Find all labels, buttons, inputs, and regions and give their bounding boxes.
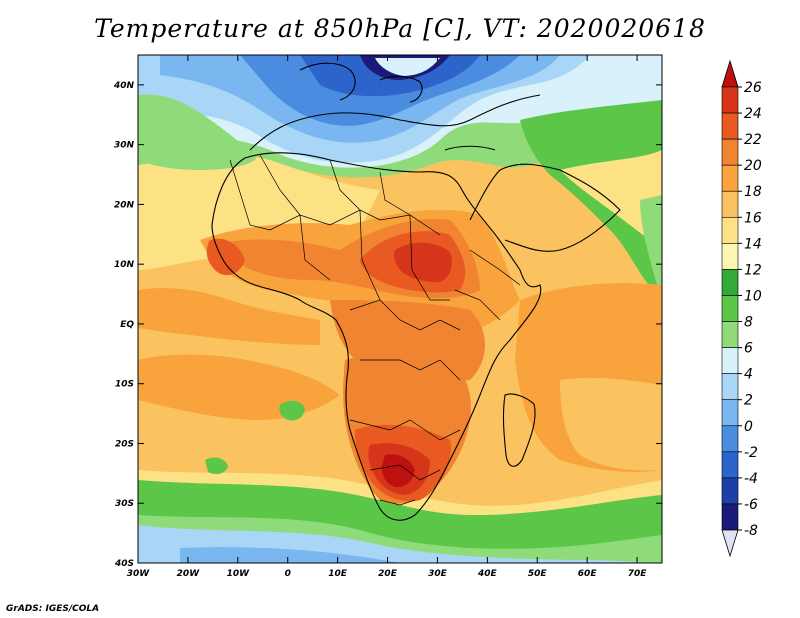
colorbar-segment bbox=[721, 164, 739, 192]
colorbar-label: 24 bbox=[744, 106, 762, 122]
plot-frame bbox=[137, 54, 663, 564]
colorbar-segment bbox=[721, 321, 739, 348]
lat-tick-label: 30N bbox=[114, 141, 135, 151]
lon-tick-label: 10E bbox=[328, 569, 348, 579]
colorbar-label: 26 bbox=[744, 80, 762, 96]
lon-tick-label: 70E bbox=[628, 569, 648, 579]
lon-tick-label: 50E bbox=[528, 569, 548, 579]
colorbar-segment bbox=[721, 216, 739, 244]
colorbar-segment bbox=[721, 477, 739, 505]
lon-tick-label: 40E bbox=[477, 569, 498, 579]
colorbar-min-triangle bbox=[721, 529, 739, 558]
colorbar-segment bbox=[721, 503, 739, 531]
colorbar-label: 20 bbox=[744, 158, 762, 174]
colorbar-label: -6 bbox=[744, 497, 758, 513]
colorbar-segment bbox=[721, 86, 739, 114]
lon-tick-label: 10W bbox=[227, 569, 251, 579]
colorbar-label: 6 bbox=[744, 341, 753, 357]
colorbar-segment bbox=[721, 451, 739, 479]
lon-tick-label: 30E bbox=[428, 569, 448, 579]
colorbar-label: -2 bbox=[744, 445, 758, 461]
colorbar-segment bbox=[721, 399, 739, 427]
coastline-layer bbox=[211, 62, 621, 521]
colorbar-label: 8 bbox=[744, 315, 753, 331]
lon-tick-label: 30W bbox=[127, 569, 151, 579]
grads-credit: GrADS: IGES/COLA bbox=[6, 604, 100, 614]
colorbar-label: 0 bbox=[744, 419, 753, 435]
colorbar-label: 16 bbox=[744, 210, 762, 226]
colorbar-label: 14 bbox=[744, 236, 762, 252]
colorbar-segment bbox=[721, 373, 739, 401]
colorbar-label: 18 bbox=[744, 184, 762, 200]
lon-tick-label: 60E bbox=[578, 569, 598, 579]
map-title: Temperature at 850hPa [C], VT: 202002061… bbox=[94, 14, 706, 43]
colorbar-label: 22 bbox=[744, 132, 762, 148]
colorbar-label: 12 bbox=[744, 262, 762, 278]
country-borders bbox=[229, 154, 521, 506]
colorbar-segment bbox=[721, 425, 739, 453]
colorbar-segment bbox=[721, 112, 739, 140]
colorbar-segment bbox=[721, 243, 739, 270]
colorbar-segment bbox=[721, 269, 739, 296]
colorbar-label: 4 bbox=[744, 367, 753, 383]
colorbar-label: 10 bbox=[744, 288, 762, 304]
colorbar-label: -8 bbox=[744, 523, 758, 539]
colorbar-segment bbox=[721, 138, 739, 166]
lon-tick-label: 20W bbox=[177, 569, 201, 579]
colorbar-segment bbox=[721, 347, 739, 374]
lat-tick-label: 40N bbox=[113, 81, 135, 91]
colorbar-label: 2 bbox=[744, 393, 753, 409]
temperature-field bbox=[138, 55, 662, 563]
colorbar-segment bbox=[721, 190, 739, 218]
lat-tick-label: 10S bbox=[115, 380, 134, 390]
lat-tick-label: 10N bbox=[114, 260, 135, 270]
lat-tick-label: 20S bbox=[115, 439, 134, 449]
colorbar-label: -4 bbox=[744, 471, 758, 487]
colorbar-segment bbox=[721, 295, 739, 322]
lat-tick-label: 40S bbox=[114, 559, 134, 569]
lat-tick-label: EQ bbox=[120, 320, 134, 330]
lon-tick-label: 20E bbox=[378, 569, 398, 579]
lon-tick-label: 0 bbox=[285, 569, 291, 579]
colorbar-max-triangle bbox=[721, 59, 739, 88]
lat-tick-label: 30S bbox=[115, 499, 134, 509]
lat-tick-label: 20N bbox=[114, 200, 135, 210]
